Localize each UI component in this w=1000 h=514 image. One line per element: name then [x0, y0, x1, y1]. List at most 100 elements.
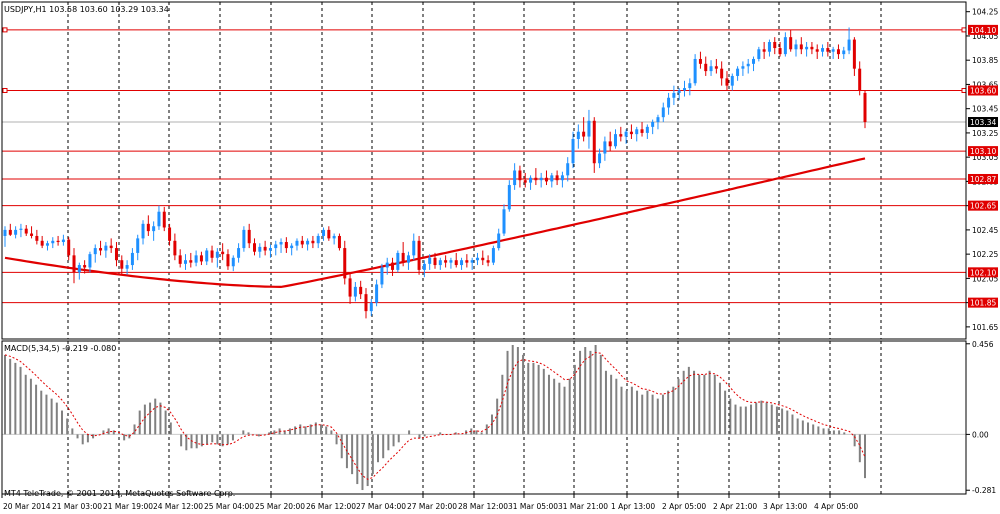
candle-body: [677, 90, 681, 93]
candle-body: [343, 248, 347, 279]
time-tick-label: 26 Mar 12:00: [306, 502, 356, 511]
candle-body: [842, 50, 846, 55]
level-start-marker: [2, 27, 8, 33]
candle-body: [576, 131, 580, 139]
candle-body: [539, 177, 543, 181]
candle-body: [51, 240, 55, 244]
candle-body: [99, 248, 103, 251]
current-price-badge: [968, 117, 998, 128]
price-tick-label: 103.65: [972, 80, 998, 89]
candle-body: [380, 267, 384, 285]
candle-body: [77, 265, 81, 273]
candle-body: [640, 129, 644, 133]
level-price-badge: [968, 173, 998, 184]
macd-tick-label: 0.456: [972, 340, 994, 349]
level-start-marker: [2, 87, 8, 93]
candle-body: [757, 49, 761, 59]
candle-body: [438, 260, 442, 266]
candle-body: [130, 252, 134, 266]
candle-body: [821, 48, 825, 52]
candle-body: [767, 42, 771, 52]
candle-body: [152, 226, 156, 232]
level-price-label: 101.85: [970, 299, 996, 308]
candle-body: [475, 257, 479, 261]
candle-body: [789, 37, 793, 50]
macd-indicator-title: MACD(5,34,5) -0.219 -0.080: [4, 344, 116, 353]
candle-body: [56, 240, 60, 243]
price-tick-label: 102.25: [972, 250, 998, 259]
candle-body: [178, 255, 182, 264]
candle-body: [189, 260, 193, 263]
candle-body: [608, 141, 612, 147]
candle-body: [157, 211, 161, 227]
price-tick-label: 102.05: [972, 274, 998, 283]
candle-body: [253, 243, 257, 252]
level-price-label: 102.65: [970, 202, 996, 211]
time-tick-label: 28 Mar 12:00: [458, 502, 508, 511]
candle-body: [746, 63, 750, 67]
candle-body: [454, 260, 458, 266]
candle-body: [61, 239, 65, 243]
candle-body: [603, 141, 607, 154]
time-tick-label: 3 Apr 13:00: [763, 502, 807, 511]
level-price-badge: [968, 24, 998, 35]
candle-body: [635, 129, 639, 135]
candle-body: [847, 39, 851, 51]
candle-body: [518, 170, 522, 181]
candle-body: [242, 229, 246, 249]
candle-body: [566, 163, 570, 176]
level-price-badge: [968, 85, 998, 96]
candle-body: [306, 240, 310, 245]
candle-body: [667, 97, 671, 108]
time-tick-label: 21 Mar 03:00: [52, 502, 102, 511]
candle-body: [290, 245, 294, 249]
candle-body: [353, 286, 357, 297]
candle-body: [836, 49, 840, 55]
candle-body: [810, 46, 814, 50]
candle-body: [491, 248, 495, 263]
candle-body: [40, 240, 44, 246]
candle-body: [332, 235, 336, 239]
level-price-badge: [968, 200, 998, 211]
time-tick-label: 25 Mar 04:00: [204, 502, 254, 511]
candle-body: [136, 238, 140, 253]
time-tick-label: 25 Mar 20:00: [255, 502, 305, 511]
candle-body: [507, 185, 511, 210]
candle-body: [322, 229, 326, 236]
macd-signal-line: [4, 351, 866, 480]
candle-body: [316, 235, 320, 244]
level-end-marker: [961, 87, 967, 93]
candle-body: [237, 248, 241, 258]
candle-body: [210, 250, 214, 258]
candle-body: [141, 223, 145, 239]
candle-body: [226, 254, 230, 267]
candle-body: [778, 48, 782, 55]
candle-body: [598, 153, 602, 164]
candle-body: [460, 260, 464, 266]
candle-body: [672, 92, 676, 98]
main-chart-title: USDJPY,H1 103.58 103.60 103.29 103.34: [4, 5, 169, 14]
current-price-label: 103.34: [970, 118, 996, 127]
level-price-label: 102.10: [970, 268, 996, 277]
candle-body: [544, 177, 548, 182]
macd-tick-label: 0.00: [972, 430, 989, 439]
candle-body: [783, 37, 787, 55]
candle-body: [831, 49, 835, 52]
candle-body: [337, 235, 341, 249]
candle-body: [205, 250, 209, 262]
candle-body: [523, 180, 527, 183]
candle-body: [173, 240, 177, 256]
candle-body: [852, 39, 856, 69]
candle-body: [773, 42, 777, 49]
candle-body: [752, 58, 756, 64]
candle-body: [550, 175, 554, 182]
candle-body: [858, 68, 862, 91]
level-price-badge: [968, 297, 998, 308]
candle-body: [8, 229, 12, 235]
candle-body: [274, 244, 278, 249]
candle-body: [221, 251, 225, 255]
candle-body: [502, 209, 506, 234]
candle-body: [401, 252, 405, 263]
